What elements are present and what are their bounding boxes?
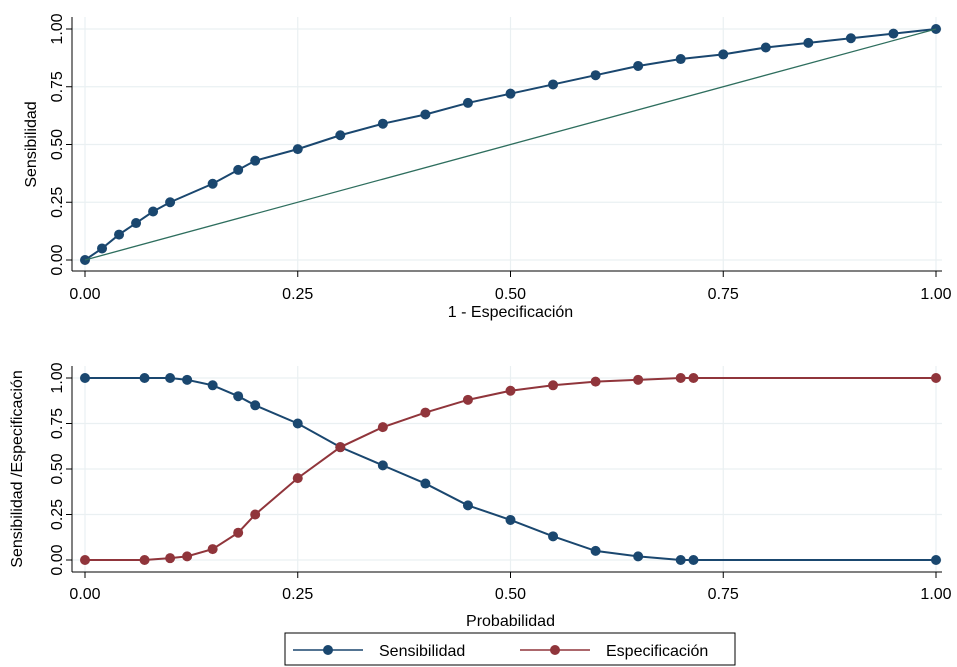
data-point xyxy=(377,422,388,433)
data-point xyxy=(233,391,244,402)
y-tick-label: 0.00 xyxy=(49,244,66,275)
data-point xyxy=(335,442,346,453)
data-point xyxy=(420,407,431,418)
y-tick-label: 1.00 xyxy=(49,13,66,44)
data-point xyxy=(97,243,108,254)
y-tick-label: 0.25 xyxy=(49,499,66,530)
data-point xyxy=(420,478,431,489)
legend-marker xyxy=(550,645,560,655)
y-tick-label: 0.50 xyxy=(49,129,66,160)
data-point xyxy=(182,374,193,385)
data-point xyxy=(250,400,261,411)
y-tick-label: 0.50 xyxy=(49,453,66,484)
data-point xyxy=(250,509,261,520)
data-point xyxy=(803,37,814,48)
x-tick-label: 0.75 xyxy=(708,586,739,603)
data-point xyxy=(377,118,388,129)
legend-label: Sensibilidad xyxy=(379,643,465,660)
data-point xyxy=(420,109,431,120)
data-point xyxy=(292,418,303,429)
x-axis-title: 1 - Especificación xyxy=(448,304,573,321)
data-point xyxy=(633,374,644,385)
x-tick-label: 1.00 xyxy=(920,586,951,603)
x-tick-label: 0.25 xyxy=(282,286,313,303)
data-point xyxy=(462,97,473,108)
x-tick-label: 0.50 xyxy=(495,286,526,303)
data-point xyxy=(165,373,176,383)
legend-box xyxy=(284,632,736,666)
data-point xyxy=(292,144,303,155)
y-tick-label: 1.00 xyxy=(49,362,66,393)
data-point xyxy=(505,385,516,396)
legend: Sensibilidad Especificación xyxy=(284,632,736,666)
data-point xyxy=(888,28,899,39)
y-tick-label: 0.75 xyxy=(49,408,66,439)
data-point xyxy=(505,514,516,525)
data-point xyxy=(292,473,303,484)
x-tick-label: 0.75 xyxy=(708,286,739,303)
data-point xyxy=(335,130,346,141)
data-point xyxy=(675,555,686,565)
data-point xyxy=(233,527,244,538)
data-point xyxy=(377,460,388,471)
data-point xyxy=(80,555,90,565)
x-tick-label: 0.25 xyxy=(282,586,313,603)
data-point xyxy=(633,551,644,562)
data-point xyxy=(548,531,559,542)
data-point xyxy=(688,555,699,565)
x-tick-label: 0.50 xyxy=(495,586,526,603)
data-point xyxy=(931,373,941,383)
data-point xyxy=(590,545,601,556)
legend-label: Especificación xyxy=(606,643,708,660)
y-tick-label: 0.00 xyxy=(49,544,66,575)
data-point xyxy=(718,49,729,60)
data-point xyxy=(931,555,941,565)
x-axis-title: Probabilidad xyxy=(466,613,555,630)
data-point xyxy=(182,551,193,562)
data-point xyxy=(675,54,686,65)
y-tick-label: 0.75 xyxy=(49,71,66,102)
data-point xyxy=(207,380,218,391)
data-point xyxy=(462,500,473,511)
y-tick-label: 0.25 xyxy=(49,187,66,218)
x-tick-label: 0.00 xyxy=(69,286,100,303)
data-point xyxy=(505,88,516,99)
data-point xyxy=(139,555,150,565)
data-point xyxy=(633,60,644,71)
series-line xyxy=(84,28,937,261)
data-point xyxy=(233,164,244,175)
data-point xyxy=(675,373,686,383)
data-point xyxy=(688,373,699,383)
y-axis-title: Sensibilidad /Especificación xyxy=(9,370,26,567)
data-point xyxy=(845,33,856,44)
x-tick-label: 0.00 xyxy=(69,586,100,603)
data-point xyxy=(548,79,559,90)
data-point xyxy=(590,70,601,81)
data-point xyxy=(139,373,150,383)
data-point xyxy=(207,178,218,189)
data-point xyxy=(207,544,218,555)
data-point xyxy=(760,42,771,53)
data-point xyxy=(165,197,176,208)
data-point xyxy=(590,376,601,387)
data-point xyxy=(114,229,125,240)
data-point xyxy=(131,218,142,229)
data-point xyxy=(250,155,261,166)
data-point xyxy=(462,394,473,405)
data-point xyxy=(148,206,159,217)
data-point xyxy=(80,373,90,383)
x-tick-label: 1.00 xyxy=(920,286,951,303)
y-axis-title: Sensibilidad xyxy=(23,101,40,187)
data-point xyxy=(165,553,176,564)
data-point xyxy=(548,380,559,391)
legend-marker xyxy=(323,645,333,655)
